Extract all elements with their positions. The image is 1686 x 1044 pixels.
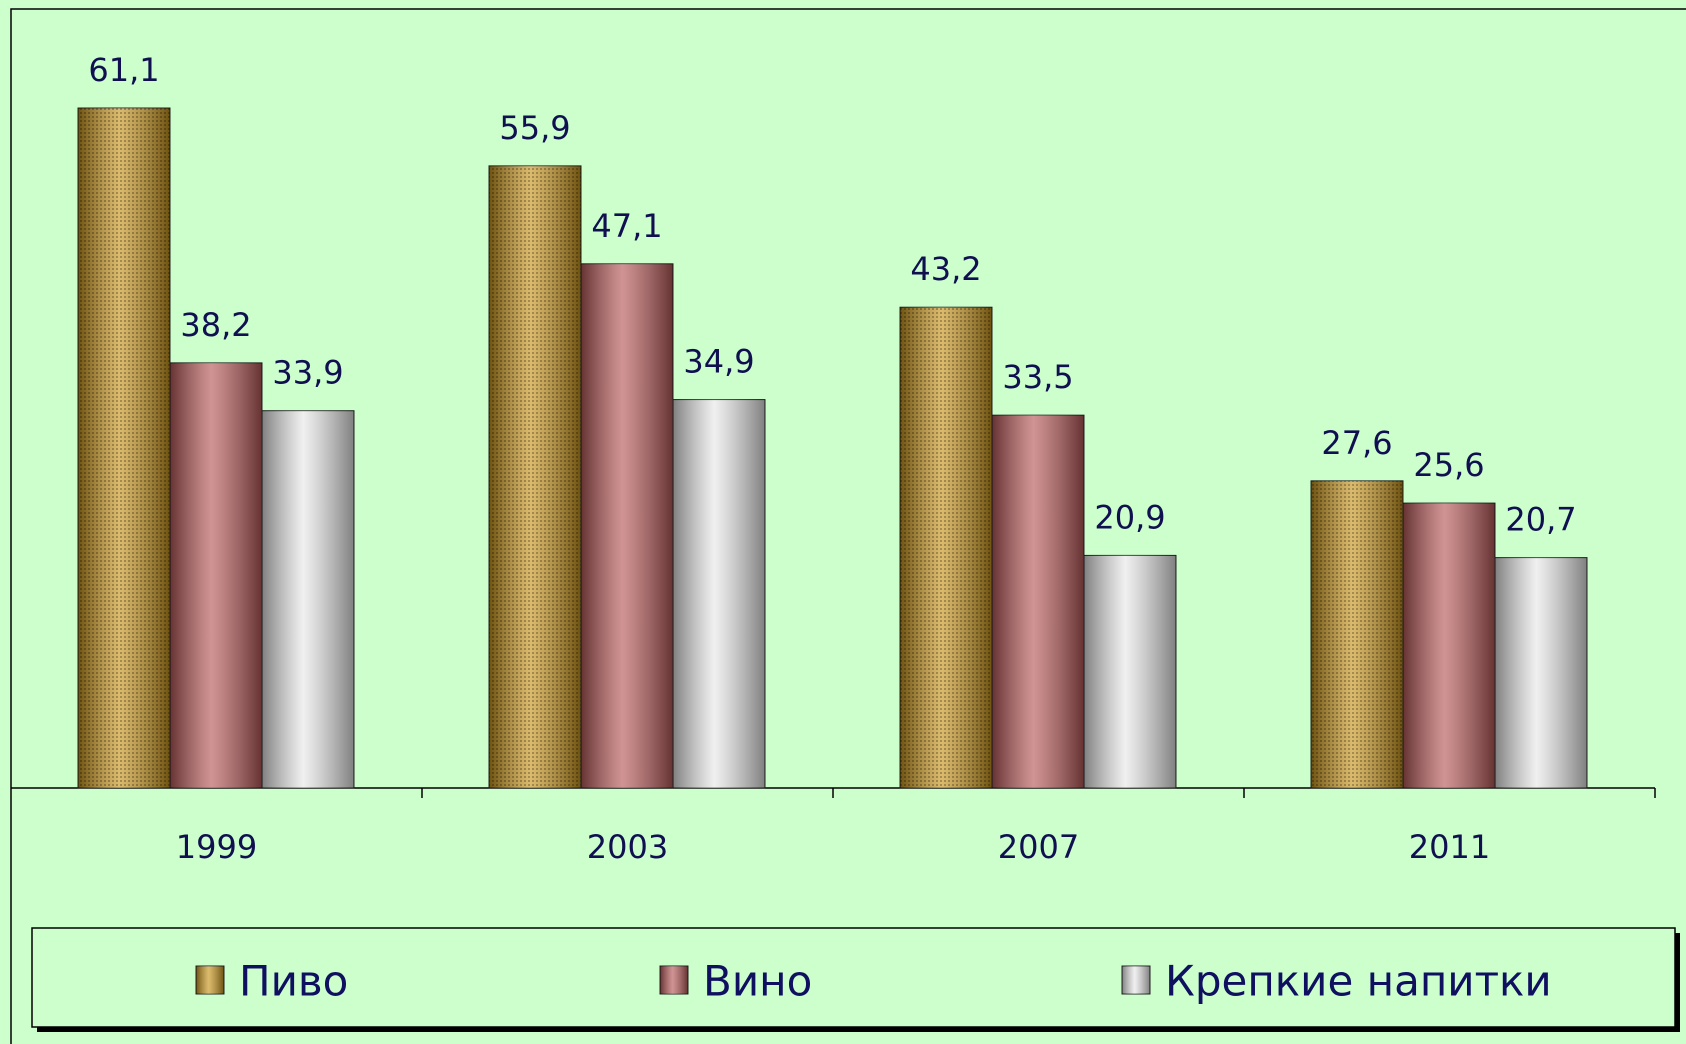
chart-frame xyxy=(10,8,1686,1044)
legend-label: Вино xyxy=(703,957,812,1006)
data-label: 34,9 xyxy=(683,343,754,381)
legend-swatch-shade xyxy=(196,966,224,994)
legend-label: Крепкие напитки xyxy=(1165,957,1552,1006)
data-label: 33,5 xyxy=(1002,358,1073,396)
bar-shade xyxy=(673,399,765,788)
bar-shade xyxy=(262,410,354,788)
data-label: 47,1 xyxy=(591,207,662,245)
legend-box xyxy=(31,927,1676,1028)
x-tick-label: 2011 xyxy=(1409,828,1490,866)
bar-shade xyxy=(581,263,673,788)
data-label: 43,2 xyxy=(910,250,981,288)
bar-texture xyxy=(900,307,992,788)
bar-shade xyxy=(1084,555,1176,788)
data-label: 38,2 xyxy=(180,306,251,344)
x-tick-label: 2003 xyxy=(587,828,668,866)
data-label: 20,7 xyxy=(1505,501,1576,539)
bar-shade xyxy=(992,415,1084,788)
bar-shade xyxy=(1495,557,1587,788)
legend-label: Пиво xyxy=(239,957,348,1006)
data-label: 55,9 xyxy=(499,109,570,147)
bar-texture xyxy=(78,108,170,788)
bar-texture xyxy=(1311,480,1403,788)
bar-shade xyxy=(170,362,262,788)
data-label: 61,1 xyxy=(88,51,159,89)
x-tick-label: 1999 xyxy=(176,828,257,866)
legend-swatch-shade xyxy=(1122,966,1150,994)
bar-texture xyxy=(489,165,581,789)
data-label: 27,6 xyxy=(1321,424,1392,462)
data-label: 20,9 xyxy=(1094,498,1165,536)
x-tick-label: 2007 xyxy=(998,828,1079,866)
data-label: 33,9 xyxy=(272,354,343,392)
legend-swatch-shade xyxy=(660,966,688,994)
bar-shade xyxy=(1403,503,1495,788)
data-label: 25,6 xyxy=(1413,446,1484,484)
